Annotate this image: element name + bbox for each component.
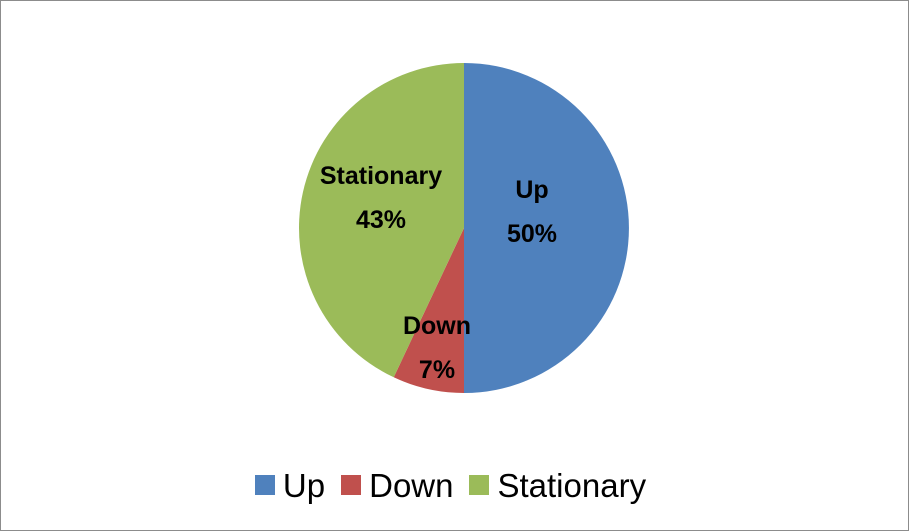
legend-label-stationary: Stationary — [497, 466, 647, 504]
legend-item-up: Up — [254, 466, 326, 504]
data-label-stationary-category: Stationary — [320, 162, 442, 190]
legend-swatch-up — [254, 475, 275, 495]
legend-item-down: Down — [341, 469, 453, 502]
data-label-stationary-percent: 43% — [356, 206, 406, 234]
legend-item-stationary: Stationary — [469, 469, 646, 502]
data-label-up-percent: 50% — [507, 220, 557, 248]
legend-label-up: Up — [282, 466, 326, 504]
data-label-up-category: Up — [515, 176, 548, 204]
data-label-down-percent: 7% — [419, 356, 455, 384]
pie-slice-up — [464, 63, 629, 393]
legend-swatch-down — [341, 475, 362, 495]
data-label-down-category: Down — [403, 312, 471, 340]
legend-label-down: Down — [369, 466, 454, 504]
legend-swatch-stationary — [469, 475, 490, 495]
legend: Up Down Stationary — [0, 460, 909, 510]
pie-slice-stationary — [298, 63, 464, 378]
pie-slice-down — [393, 228, 464, 393]
